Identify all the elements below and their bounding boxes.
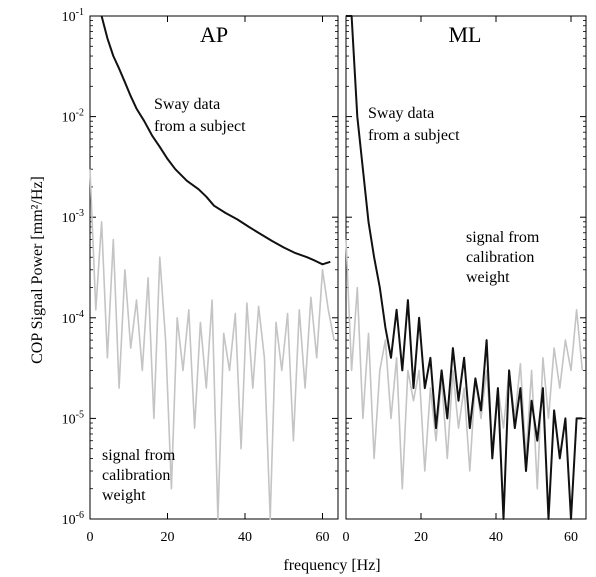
annotation-sway-ml: Sway data from a subject bbox=[368, 105, 460, 144]
y-tick-label: 10-1 bbox=[62, 7, 84, 25]
panel-title-ap: AP bbox=[200, 22, 228, 47]
annotation-sway-ap: Sway data from a subject bbox=[154, 96, 246, 135]
panel-ap: 10-1 10-2 10-3 10-4 10-5 10-60 20 40 60 AP Sway … bbox=[62, 7, 339, 545]
panel-title-ml: ML bbox=[449, 22, 482, 47]
y-tick-label: 10-4 bbox=[62, 309, 84, 327]
y-tick-label: 10-3 bbox=[62, 208, 84, 226]
x-tick-label: 40 bbox=[238, 530, 252, 545]
tick-group: 0 20 40 60 bbox=[343, 15, 586, 545]
x-tick-label: 60 bbox=[316, 530, 330, 545]
x-tick-label: 20 bbox=[414, 530, 428, 545]
y-axis-label: COP Signal Power [mm²/Hz] bbox=[29, 176, 46, 364]
tick-group: 10-1 10-2 10-3 10-4 10-5 10-60 20 40 60 bbox=[62, 7, 338, 545]
series-line-calibration bbox=[89, 169, 335, 520]
series-line-calibration bbox=[345, 239, 584, 490]
panel-frame bbox=[89, 15, 339, 520]
x-tick-label: 40 bbox=[489, 530, 503, 545]
panel-ml: 0 20 40 60 ML Sway data from a subject sign… bbox=[343, 15, 587, 545]
x-tick-label: 60 bbox=[564, 530, 578, 545]
y-tick-label: 10-5 bbox=[62, 409, 84, 427]
annotation-calibration-ml: signal from calibration weight bbox=[466, 229, 543, 286]
x-tick-label: 20 bbox=[161, 530, 175, 545]
series-group bbox=[89, 15, 335, 520]
series-group bbox=[345, 15, 584, 520]
x-tick-label: 0 bbox=[87, 530, 94, 545]
x-tick-label: 0 bbox=[343, 530, 350, 545]
y-tick-label: 10-6 bbox=[62, 510, 84, 528]
series-line-sway bbox=[346, 15, 583, 520]
annotation-calibration-ap: signal from calibration weight bbox=[102, 447, 179, 504]
x-axis-label: frequency [Hz] bbox=[283, 557, 380, 574]
panel-frame bbox=[345, 15, 587, 520]
series-line-sway bbox=[100, 15, 331, 266]
y-tick-label: 10-2 bbox=[62, 108, 84, 126]
